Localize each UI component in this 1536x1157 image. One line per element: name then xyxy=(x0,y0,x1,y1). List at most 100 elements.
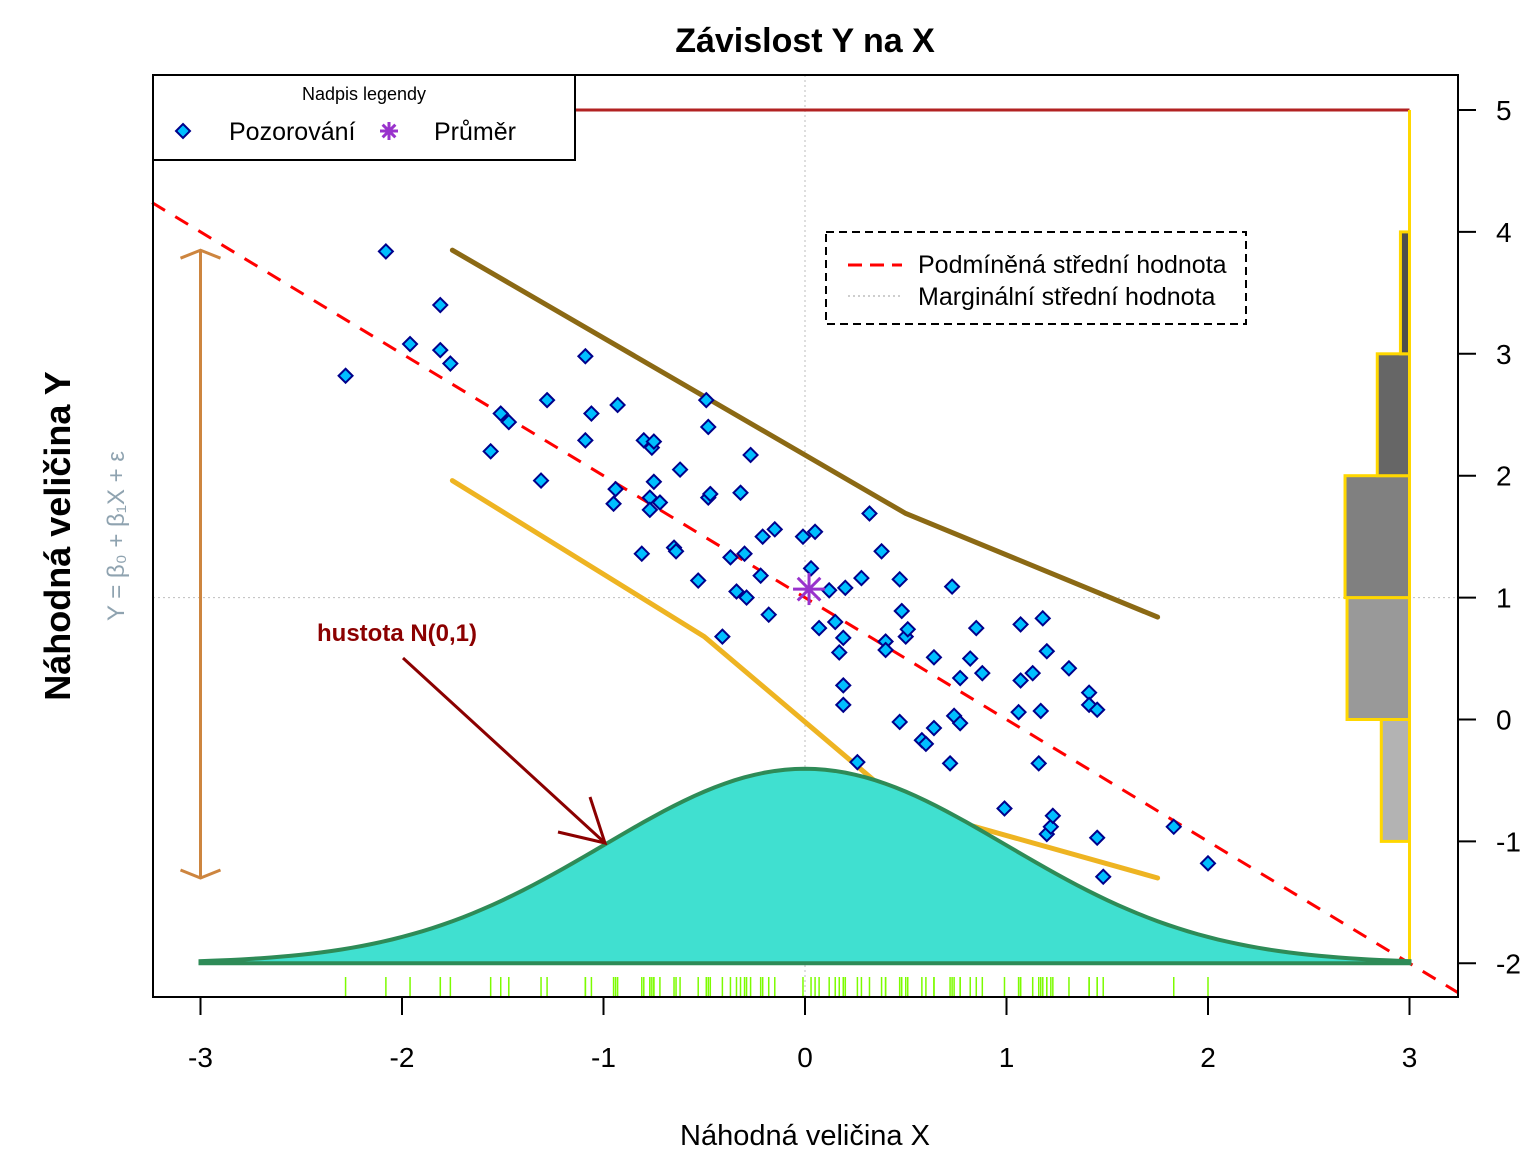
legend-diamond-icon xyxy=(174,122,192,140)
density-area xyxy=(198,766,1412,966)
data-point xyxy=(891,570,909,588)
data-point xyxy=(538,391,556,409)
mean-point xyxy=(793,573,826,606)
data-point xyxy=(925,648,943,666)
data-point xyxy=(834,629,852,647)
x-axis-label: Náhodná veličina X xyxy=(680,1120,930,1152)
histogram xyxy=(153,108,1412,964)
legend-points-box xyxy=(152,74,576,161)
data-point xyxy=(576,347,594,365)
data-point xyxy=(697,391,715,409)
data-point xyxy=(713,628,731,646)
legend-lines: Podmíněná střední hodnota Marginální stř… xyxy=(825,231,1247,325)
data-point xyxy=(1010,703,1028,721)
data-point xyxy=(738,589,755,607)
legend-asterisk-icon xyxy=(380,122,398,140)
data-point xyxy=(899,620,917,638)
data-point xyxy=(873,542,890,560)
rug-ticks xyxy=(344,977,1209,997)
asterisk-spoke xyxy=(381,123,397,139)
density-curve xyxy=(198,766,1412,966)
data-point xyxy=(689,572,707,589)
x-tick-label: -2 xyxy=(390,1042,415,1073)
arrowhead-icon xyxy=(557,796,608,846)
data-point xyxy=(891,713,909,731)
data-point xyxy=(760,606,778,624)
data-point xyxy=(482,442,500,460)
y-axis-label: Náhodná veličina Y xyxy=(37,371,78,700)
legend-points: Nadpis legendy Pozorování Průměr xyxy=(152,74,576,161)
data-point xyxy=(1032,702,1050,720)
data-point xyxy=(641,501,659,519)
axes: -3 -2 -1 0 1 2 3 -2 -1 0 1 2 3 4 5 xyxy=(188,95,1521,1073)
legend-asterisk-shape xyxy=(380,122,398,140)
data-point xyxy=(925,719,943,737)
data-point xyxy=(645,433,663,450)
data-point xyxy=(826,613,844,631)
data-point xyxy=(576,431,594,449)
data-point xyxy=(633,545,651,563)
scatter-points xyxy=(337,242,1217,886)
data-point xyxy=(431,341,449,359)
y-tick-label: 3 xyxy=(1496,339,1512,370)
data-point xyxy=(651,494,669,511)
data-point xyxy=(834,676,852,694)
data-point xyxy=(742,446,760,464)
data-point xyxy=(951,669,969,687)
lower-line xyxy=(449,478,1161,881)
data-point xyxy=(1044,807,1062,825)
x-tick-label: -3 xyxy=(188,1042,213,1073)
data-point xyxy=(582,405,600,422)
data-point xyxy=(834,696,852,714)
data-point xyxy=(736,545,753,563)
data-point xyxy=(337,367,354,385)
data-point xyxy=(967,619,985,637)
data-point xyxy=(492,405,510,422)
data-point xyxy=(732,484,749,502)
histogram-bar xyxy=(1398,230,1411,356)
data-point xyxy=(836,579,854,597)
x-tick-label: 0 xyxy=(797,1042,813,1073)
x-tick-label: 3 xyxy=(1402,1042,1418,1073)
data-point xyxy=(961,650,979,667)
data-point xyxy=(1012,616,1030,633)
y-tick-label: 2 xyxy=(1496,461,1512,492)
data-point xyxy=(609,396,627,414)
data-point xyxy=(441,355,459,372)
data-point xyxy=(766,520,784,538)
regression-line xyxy=(151,201,1459,994)
data-point xyxy=(1012,672,1030,689)
data-point xyxy=(431,296,449,314)
y-tick-label: 4 xyxy=(1496,217,1512,248)
x-tick-label: 2 xyxy=(1200,1042,1216,1073)
range-arrowhead-top-icon xyxy=(179,248,222,260)
density-label: hustota N(0,1) xyxy=(317,620,477,647)
data-point xyxy=(699,418,717,436)
data-point xyxy=(1034,609,1052,627)
y-tick-label: 5 xyxy=(1496,95,1512,126)
data-point xyxy=(943,578,961,596)
range-arrowhead-bottom-icon xyxy=(179,868,222,880)
y-tick-label: 0 xyxy=(1496,705,1512,736)
data-point xyxy=(500,413,518,431)
annotations: hustota N(0,1) xyxy=(179,248,608,880)
data-point xyxy=(853,569,870,587)
data-point xyxy=(1199,854,1217,872)
data-point xyxy=(802,559,820,577)
data-point xyxy=(605,495,622,513)
asterisk-spoke xyxy=(796,576,822,602)
x-tick-label: -1 xyxy=(591,1042,616,1073)
x-tick-label: 1 xyxy=(999,1042,1015,1073)
histogram-bar xyxy=(1345,596,1412,721)
data-point xyxy=(1030,754,1048,772)
data-point xyxy=(830,644,848,661)
histogram-bar xyxy=(1343,474,1412,600)
data-point xyxy=(754,528,772,546)
data-point xyxy=(893,602,911,620)
data-point xyxy=(1042,818,1060,836)
histogram-bar xyxy=(1375,352,1412,478)
data-point xyxy=(941,754,959,772)
data-point xyxy=(1088,829,1106,847)
data-point xyxy=(532,472,550,489)
